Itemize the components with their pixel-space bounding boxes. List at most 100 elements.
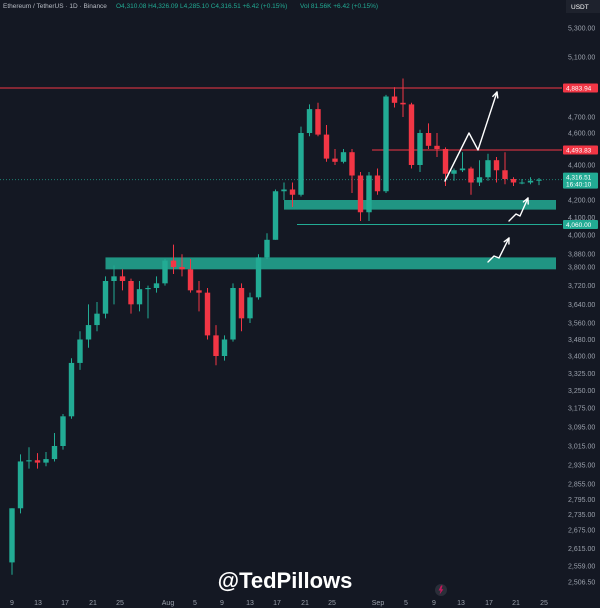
candle-body: [408, 104, 415, 165]
candle-body: [187, 269, 194, 291]
y-tick-label: 2,735.00: [568, 512, 595, 519]
candle-body: [468, 168, 474, 183]
candle-body: [383, 96, 389, 192]
candle-body: [26, 460, 32, 462]
candle-body: [102, 281, 109, 314]
candles: [9, 78, 542, 575]
candle-body: [145, 288, 151, 290]
y-tick-label: 3,480.00: [568, 337, 595, 344]
y-tick-label: 4,000.00: [568, 233, 595, 240]
y-tick-label: 4,700.00: [568, 115, 595, 122]
price-badge-2: [563, 145, 598, 155]
candle-body: [238, 288, 245, 319]
candle-body: [162, 260, 168, 284]
candle-body: [77, 339, 83, 363]
zone2-bounce-arrow: [487, 237, 510, 263]
y-tick-label: 5,300.00: [568, 26, 595, 33]
y-tick-label: 2,675.00: [568, 528, 595, 535]
main-up-arrow-head: [492, 91, 499, 99]
watermark: @TedPillows: [218, 568, 353, 593]
candle-body: [128, 281, 134, 305]
candle-body: [502, 170, 508, 179]
x-tick-label: 17: [485, 600, 493, 607]
x-tick-label: 13: [246, 600, 254, 607]
x-tick-label: 25: [116, 600, 124, 607]
candle-body: [85, 325, 92, 340]
y-tick-label: 3,640.00: [568, 302, 595, 309]
candle-body: [306, 109, 313, 133]
y-tick-label: 3,560.00: [568, 321, 595, 328]
y-tick-label: 3,325.00: [568, 371, 595, 378]
x-tick-label: 21: [512, 600, 520, 607]
y-tick-label: 2,855.00: [568, 482, 595, 489]
candle-body: [43, 459, 49, 463]
candle-body: [400, 102, 406, 105]
ohlc-readout: O4,310.08 H4,326.09 L4,285.10 C4,316.51 …: [116, 3, 287, 10]
candle-body: [425, 133, 432, 146]
x-tick-label: 5: [193, 600, 197, 607]
candle-body: [476, 177, 483, 183]
x-tick-label: 25: [328, 600, 336, 607]
candle-body: [493, 160, 500, 171]
candle-body: [204, 292, 211, 336]
x-tick-label: 5: [404, 600, 408, 607]
candle-body: [417, 133, 423, 165]
candle-body: [451, 170, 457, 174]
volume-readout: Vol 81.56K +6.42 (+0.15%): [300, 3, 378, 10]
candle-body: [247, 297, 253, 319]
candle-body: [281, 189, 287, 192]
y-tick-label: 4,200.00: [568, 198, 595, 205]
candle-body: [94, 313, 100, 326]
candle-body: [119, 276, 126, 281]
candle-body: [221, 339, 228, 356]
x-tick-label: 9: [432, 600, 436, 607]
candle-body: [357, 175, 364, 213]
support-zone-1: [284, 200, 556, 210]
y-tick-label: 3,175.00: [568, 406, 595, 413]
x-tick-label: 25: [540, 600, 548, 607]
y-tick-label: 3,095.00: [568, 425, 595, 432]
price-badge-label: 4,060.00: [566, 222, 592, 229]
candle-body: [153, 283, 160, 288]
price-badge-label: 4,883.94: [566, 85, 592, 92]
y-tick-label: 5,100.00: [568, 54, 595, 61]
candle-body: [519, 182, 525, 184]
x-tick-label: 17: [61, 600, 69, 607]
candle-body: [9, 508, 15, 563]
price-badge-label: 4,493.83: [566, 147, 592, 154]
candle-body: [332, 158, 338, 162]
x-tick-label: Aug: [162, 600, 175, 607]
candle-body: [264, 239, 270, 258]
x-tick-label: 13: [457, 600, 465, 607]
candle-body: [485, 160, 491, 178]
main-up-arrow: [444, 91, 498, 182]
candle-body: [213, 335, 219, 356]
x-tick-label: 21: [89, 600, 97, 607]
candle-body: [323, 134, 330, 159]
candle-body: [366, 175, 372, 213]
candle-body: [298, 133, 304, 195]
y-tick-label: 4,400.00: [568, 163, 595, 170]
x-tick-label: 9: [10, 600, 14, 607]
x-tick-label: Sep: [372, 600, 385, 607]
price-badge-1: [563, 83, 598, 93]
candle-body: [179, 267, 185, 270]
y-tick-label: 2,935.00: [568, 463, 595, 470]
y-tick-label: 2,559.00: [568, 563, 595, 570]
candle-body: [68, 362, 75, 417]
candle-body: [289, 189, 296, 195]
y-tick-label: 3,720.00: [568, 283, 595, 290]
candle-body: [136, 289, 143, 305]
tradingview-logo-icon: [435, 584, 447, 596]
y-tick-label: 3,400.00: [568, 354, 595, 361]
y-tick-label: 2,615.00: [568, 546, 595, 553]
candle-body: [17, 461, 24, 509]
candle-body: [170, 260, 177, 267]
candle-body: [51, 446, 58, 460]
x-tick-label: 13: [34, 600, 42, 607]
candle-body: [510, 179, 517, 183]
candle-body: [111, 276, 117, 281]
